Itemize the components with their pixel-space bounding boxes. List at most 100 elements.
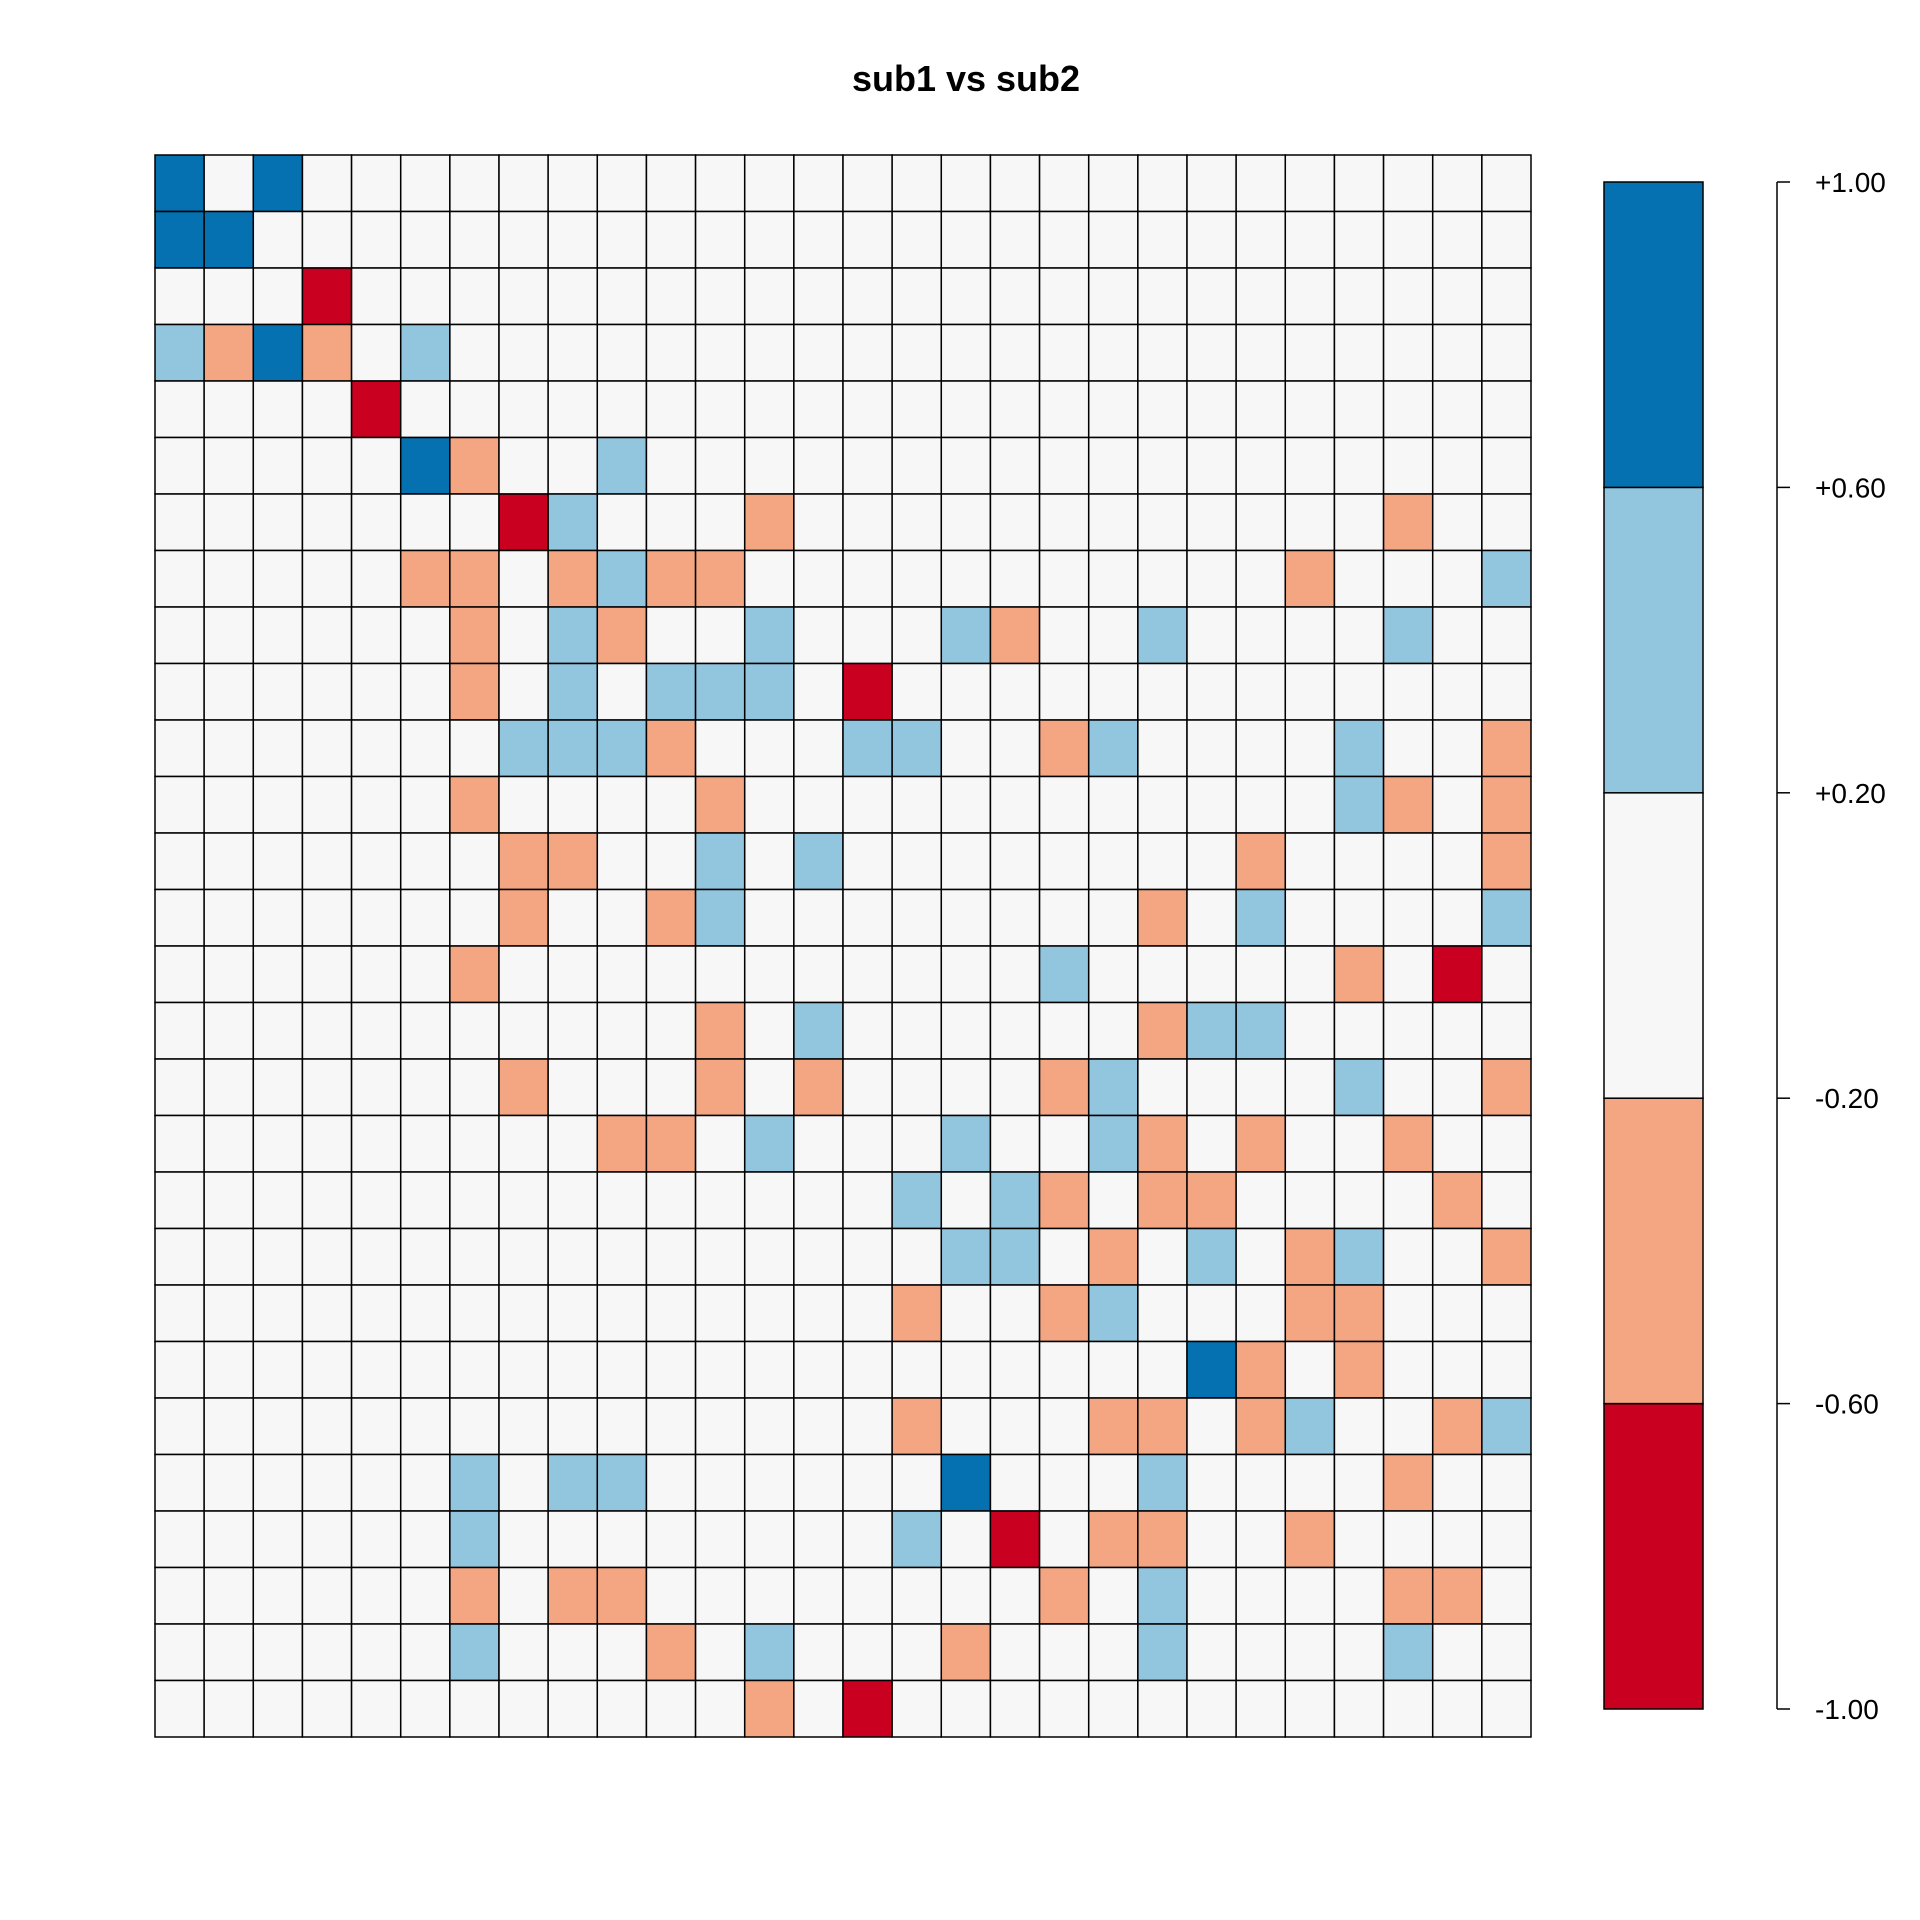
heatmap-cell-r2-c5: [350, 210, 402, 269]
heatmap-cell-r2-c15: [842, 210, 893, 269]
heatmap-cell-r11-c2: [203, 719, 255, 778]
heatmap-cell-r9-c14: [793, 606, 844, 665]
heatmap-cell-r17-c13: [743, 1058, 795, 1117]
heatmap-cell-r24-c4: [301, 1453, 353, 1512]
heatmap-cell-r23-c13: [743, 1397, 795, 1456]
heatmap-cell-r18-c15: [842, 1114, 893, 1173]
heatmap-cell-r9-c10: [596, 606, 648, 665]
heatmap-cell-r17-c25: [1333, 1058, 1385, 1117]
heatmap-cell-r19-c26: [1382, 1171, 1434, 1230]
heatmap-cell-r4-c16: [891, 323, 943, 382]
heatmap-cell-r17-c6: [399, 1058, 451, 1117]
heatmap-cell-r16-c14: [793, 1001, 844, 1060]
heatmap-cell-r28-c8: [498, 1679, 549, 1738]
heatmap-cell-r23-c8: [498, 1397, 549, 1456]
heatmap-cell-r3-c15: [842, 267, 893, 326]
heatmap-cell-r5-c10: [596, 380, 648, 439]
heatmap-cell-r27-c22: [1186, 1623, 1237, 1682]
heatmap-cell-r19-c22: [1186, 1171, 1237, 1230]
heatmap-cell-r20-c10: [596, 1227, 648, 1286]
heatmap-cell-r11-c18: [989, 719, 1041, 778]
heatmap-cell-r25-c6: [399, 1510, 451, 1569]
heatmap-cell-r5-c19: [1038, 380, 1090, 439]
heatmap-cell-r25-c8: [498, 1510, 549, 1569]
heatmap-cell-r11-c21: [1137, 719, 1188, 778]
heatmap-cell-r19-c8: [498, 1171, 549, 1230]
color-legend-tick-label: -1.00: [1815, 1694, 1879, 1725]
heatmap-cell-r11-c17: [940, 719, 992, 778]
heatmap-cell-r12-c4: [301, 775, 353, 834]
heatmap-cell-r13-c19: [1038, 832, 1090, 891]
heatmap-cell-r18-c28: [1481, 1114, 1532, 1173]
heatmap-cell-r18-c4: [301, 1114, 353, 1173]
heatmap-cell-r27-c24: [1284, 1623, 1336, 1682]
heatmap-cell-r22-c22: [1186, 1340, 1237, 1399]
heatmap-cell-r2-c8: [498, 210, 549, 269]
heatmap-cell-r11-c15: [842, 719, 893, 778]
heatmap-grid: [154, 154, 1532, 1738]
heatmap-cell-r14-c12: [694, 888, 746, 947]
heatmap-cell-r23-c22: [1186, 1397, 1237, 1456]
heatmap-cell-r4-c26: [1382, 323, 1434, 382]
heatmap-cell-r21-c6: [399, 1284, 451, 1343]
heatmap-cell-r24-c27: [1431, 1453, 1483, 1512]
heatmap-cell-r3-c8: [498, 267, 549, 326]
heatmap-cell-r12-c20: [1087, 775, 1139, 834]
heatmap-cell-r21-c13: [743, 1284, 795, 1343]
heatmap-cell-r22-c14: [793, 1340, 844, 1399]
heatmap-cell-r8-c11: [645, 549, 697, 608]
heatmap-cell-r13-c13: [743, 832, 795, 891]
heatmap-cell-r14-c15: [842, 888, 893, 947]
heatmap-cell-r7-c20: [1087, 493, 1139, 552]
heatmap-cell-r22-c27: [1431, 1340, 1483, 1399]
heatmap-cell-r24-c14: [793, 1453, 844, 1512]
heatmap-cell-r24-c26: [1382, 1453, 1434, 1512]
heatmap-cell-r17-c21: [1137, 1058, 1188, 1117]
heatmap-cell-r12-c14: [793, 775, 844, 834]
heatmap-cell-r14-c25: [1333, 888, 1385, 947]
heatmap-cell-r15-c28: [1481, 945, 1532, 1004]
heatmap-cell-r22-c4: [301, 1340, 353, 1399]
heatmap-cell-r23-c14: [793, 1397, 844, 1456]
heatmap-cell-r18-c13: [743, 1114, 795, 1173]
heatmap-cell-r28-c6: [399, 1679, 451, 1738]
heatmap-cell-r27-c13: [743, 1623, 795, 1682]
heatmap-cell-r15-c8: [498, 945, 549, 1004]
heatmap-cell-r22-c5: [350, 1340, 402, 1399]
heatmap-cell-r3-c27: [1431, 267, 1483, 326]
heatmap-cell-r1-c2: [203, 154, 255, 213]
heatmap-cell-r13-c25: [1333, 832, 1385, 891]
heatmap-cell-r27-c7: [449, 1623, 500, 1682]
heatmap-cell-r20-c4: [301, 1227, 353, 1286]
heatmap-cell-r10-c27: [1431, 662, 1483, 721]
heatmap-cell-r26-c25: [1333, 1566, 1385, 1625]
heatmap-cell-r7-c2: [203, 493, 255, 552]
heatmap-cell-r5-c9: [547, 380, 599, 439]
heatmap-cell-r14-c23: [1235, 888, 1287, 947]
heatmap-cell-r6-c8: [498, 436, 549, 495]
heatmap-cell-r6-c10: [596, 436, 648, 495]
heatmap-cell-r18-c27: [1431, 1114, 1483, 1173]
heatmap-cell-r10-c9: [547, 662, 599, 721]
heatmap-cell-r6-c25: [1333, 436, 1385, 495]
heatmap-cell-r14-c21: [1137, 888, 1188, 947]
heatmap-cell-r12-c22: [1186, 775, 1237, 834]
heatmap-cell-r27-c17: [940, 1623, 992, 1682]
heatmap-cell-r12-c24: [1284, 775, 1336, 834]
heatmap-cell-r7-c15: [842, 493, 893, 552]
heatmap-cell-r28-c2: [203, 1679, 255, 1738]
heatmap-cell-r13-c26: [1382, 832, 1434, 891]
heatmap-cell-r5-c22: [1186, 380, 1237, 439]
heatmap-cell-r20-c17: [940, 1227, 992, 1286]
heatmap-cell-r14-c3: [252, 888, 304, 947]
heatmap-cell-r20-c18: [989, 1227, 1041, 1286]
heatmap-cell-r15-c4: [301, 945, 353, 1004]
heatmap-cell-r18-c20: [1087, 1114, 1139, 1173]
heatmap-cell-r14-c27: [1431, 888, 1483, 947]
heatmap-cell-r1-c15: [842, 154, 893, 213]
heatmap-cell-r7-c25: [1333, 493, 1385, 552]
heatmap-cell-r19-c24: [1284, 1171, 1336, 1230]
heatmap-cell-r8-c24: [1284, 549, 1336, 608]
heatmap-cell-r12-c15: [842, 775, 893, 834]
